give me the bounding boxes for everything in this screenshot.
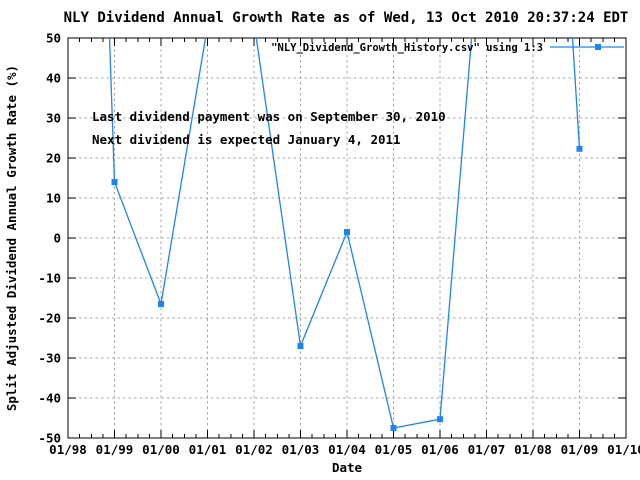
x-tick-label: 01/03 [282, 442, 320, 457]
data-point-marker [576, 145, 583, 152]
y-tick-label: 30 [46, 111, 61, 126]
y-tick-label: -50 [38, 431, 61, 446]
y-tick-label: -40 [38, 391, 61, 406]
y-tick-label: 10 [46, 191, 61, 206]
data-line [108, 38, 581, 429]
x-axis-label: Date [332, 460, 363, 475]
data-point-marker [111, 179, 118, 185]
x-tick-label: 01/08 [514, 442, 552, 457]
y-tick-label: -30 [38, 351, 61, 366]
chart-title: NLY Dividend Annual Growth Rate as of We… [64, 10, 629, 26]
y-tick-label: 0 [53, 231, 61, 246]
annotation-next-dividend: Next dividend is expected January 4, 201… [92, 132, 401, 147]
legend-label: "NLY_Dividend_Growth_History.csv" using … [271, 42, 543, 54]
data-point-marker [437, 416, 443, 423]
y-tick-label: -20 [38, 311, 61, 326]
legend-marker-sample [595, 44, 601, 50]
data-point-marker [390, 425, 397, 431]
x-tick-label: 01/05 [375, 442, 413, 457]
data-point-marker [297, 343, 304, 349]
y-axis-label: Split Adjusted Dividend Annual Growth Ra… [4, 65, 19, 411]
x-tick-label: 01/00 [142, 442, 180, 457]
chart-generated-layer: 01/98 01/99 01/00 01/01 01/02 01/03 01/04 01/05… [38, 31, 640, 458]
y-tick-label: 50 [46, 31, 61, 46]
x-tick-label: 01/01 [189, 442, 227, 457]
annotation-last-dividend: Last dividend payment was on September 3… [92, 109, 446, 124]
x-tick-label: 01/04 [328, 442, 366, 457]
y-tick-label: 20 [46, 151, 61, 166]
x-tick-label: 01/09 [561, 442, 599, 457]
y-tick-label: -10 [38, 271, 61, 286]
x-tick-label: 01/10 [607, 442, 640, 457]
x-tick-label: 01/06 [421, 442, 459, 457]
x-tick-label: 01/07 [468, 442, 506, 457]
x-tick-label: 01/98 [49, 442, 87, 457]
data-series [108, 38, 583, 431]
x-tick-label: 01/02 [235, 442, 273, 457]
y-tick-label: 40 [46, 71, 61, 86]
data-point-marker [344, 229, 350, 235]
data-point-marker [158, 301, 164, 307]
x-tick-label: 01/99 [96, 442, 134, 457]
